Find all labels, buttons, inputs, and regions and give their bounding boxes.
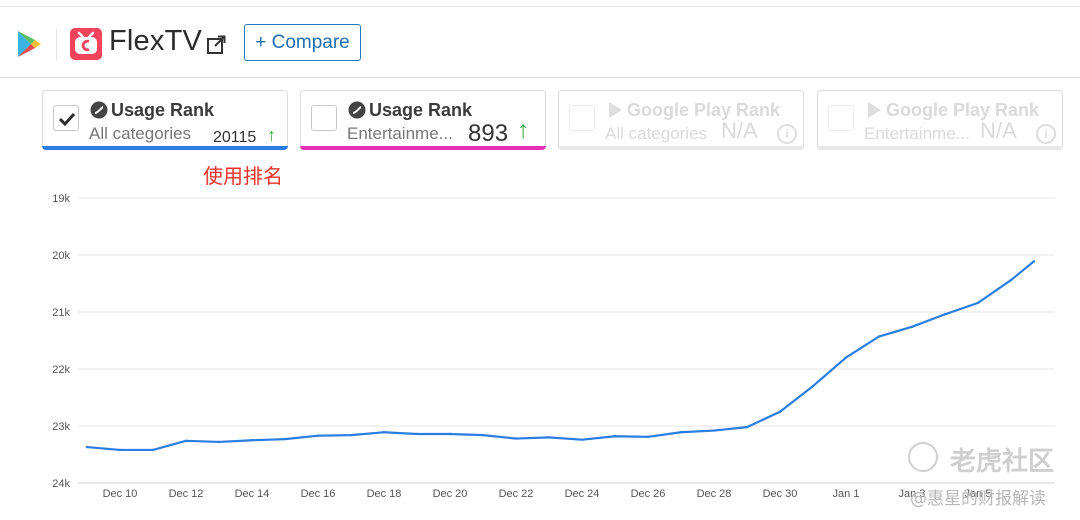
- card-accent-bar: [817, 146, 1063, 150]
- rank-up-arrow-icon: ↑: [517, 116, 530, 144]
- data-point: [217, 440, 221, 444]
- y-tick-label: 20k: [52, 250, 70, 262]
- data-point: [910, 325, 914, 329]
- similarweb-icon: [348, 101, 366, 119]
- flextv-app-icon: [70, 28, 102, 60]
- card-title: Usage Rank: [369, 100, 473, 120]
- data-point: [646, 435, 650, 439]
- data-point: [118, 448, 122, 452]
- data-point: [877, 335, 881, 338]
- header-divider: [56, 29, 57, 61]
- data-point: [514, 437, 518, 440]
- data-point: [547, 436, 551, 439]
- data-point: [382, 431, 386, 434]
- app-header: FlexTV + Compare: [0, 7, 1080, 78]
- card-accent-bar: [300, 146, 546, 150]
- metric-card-usage-rank-all[interactable]: Usage Rank All categories 20115 ↑: [42, 90, 288, 150]
- data-point: [85, 445, 89, 449]
- checkbox[interactable]: [828, 105, 854, 131]
- info-icon[interactable]: i: [1036, 124, 1056, 144]
- x-tick-label: Dec 22: [499, 488, 534, 500]
- data-point: [283, 437, 287, 441]
- x-tick-label: Dec 12: [169, 488, 204, 500]
- card-title: Google Play Rank: [627, 100, 781, 120]
- google-play-icon[interactable]: [16, 30, 42, 58]
- y-tick-label: 23k: [52, 421, 70, 433]
- y-tick-label: 19k: [52, 193, 70, 205]
- card-subtitle: Entertainme...: [347, 124, 453, 143]
- card-title: Google Play Rank: [886, 100, 1040, 120]
- card-accent-bar: [42, 146, 288, 150]
- data-point: [712, 429, 716, 432]
- google-play-icon: [868, 102, 881, 118]
- x-tick-label: Dec 10: [103, 488, 138, 500]
- y-tick-label: 24k: [52, 478, 70, 490]
- data-point: [1009, 278, 1013, 282]
- checkbox[interactable]: [569, 105, 595, 131]
- x-tick-label: Dec 24: [565, 488, 600, 500]
- data-point: [250, 439, 254, 442]
- rank-line-chart: 19k 20k 21k 22k 23k 24k Dec 10 Dec 12 Dec 14 Dec …: [52, 193, 1055, 500]
- checkbox[interactable]: [311, 105, 337, 131]
- data-point: [844, 356, 848, 359]
- data-point: [679, 431, 683, 434]
- annotation-label: 使用排名: [203, 164, 283, 188]
- data-point: [811, 384, 815, 388]
- info-icon[interactable]: i: [777, 124, 797, 144]
- data-point: [778, 410, 782, 413]
- external-link-icon[interactable]: [207, 35, 226, 54]
- x-tick-label: Dec 20: [433, 488, 468, 500]
- watermark-subtext: @惠星的财报解读: [910, 489, 1046, 509]
- x-tick-label: Dec 30: [763, 488, 798, 500]
- metric-card-usage-rank-entertainment[interactable]: Usage Rank Entertainme... 893 ↑: [300, 90, 546, 150]
- data-point: [481, 433, 485, 437]
- data-point: [745, 425, 749, 429]
- card-value: N/A: [980, 118, 1017, 143]
- card-subtitle: Entertainme...: [864, 124, 970, 143]
- x-tick-label: Dec 28: [697, 488, 732, 500]
- card-subtitle: All categories: [605, 124, 708, 143]
- data-point: [580, 438, 584, 441]
- watermark-logo-icon: [908, 442, 938, 472]
- similarweb-icon: [90, 101, 108, 119]
- top-rule: [0, 6, 1080, 7]
- card-value: 20115: [213, 129, 257, 146]
- card-value: N/A: [721, 118, 758, 143]
- data-point: [415, 432, 419, 436]
- checkbox[interactable]: [53, 105, 79, 131]
- card-value: 893: [468, 120, 509, 147]
- watermark-text: 老虎社区: [950, 447, 1055, 477]
- data-point: [151, 448, 155, 452]
- data-point: [184, 439, 188, 443]
- x-tick-label: Dec 26: [631, 488, 666, 500]
- card-title: Usage Rank: [111, 100, 215, 120]
- card-subtitle: All categories: [89, 124, 192, 143]
- data-point: [316, 434, 320, 437]
- data-point: [1032, 260, 1036, 263]
- google-play-icon: [609, 102, 622, 118]
- x-tick-label: Jan 5: [965, 488, 992, 500]
- y-tick-label: 21k: [52, 307, 70, 319]
- x-tick-label: Dec 16: [301, 488, 336, 500]
- metric-card-google-play-rank-all[interactable]: Google Play Rank All categories N/A i: [558, 90, 804, 150]
- data-point: [613, 435, 617, 438]
- data-point: [448, 432, 452, 436]
- x-tick-label: Jan 3: [899, 488, 926, 500]
- y-tick-label: 22k: [52, 364, 70, 376]
- x-tick-label: Jan 1: [833, 488, 860, 500]
- data-point: [976, 301, 980, 305]
- card-accent-bar: [558, 146, 804, 150]
- x-tick-label: Dec 14: [235, 488, 270, 500]
- app-name: FlexTV: [109, 25, 203, 57]
- metric-card-google-play-rank-entertainment[interactable]: Google Play Rank Entertainme... N/A i: [817, 90, 1063, 150]
- series-line: [86, 260, 1035, 452]
- x-tick-label: Dec 18: [367, 488, 402, 500]
- data-point: [943, 313, 947, 316]
- compare-button[interactable]: + Compare: [244, 24, 361, 61]
- rank-up-arrow-icon: ↑: [267, 125, 276, 145]
- data-point: [349, 433, 353, 437]
- checkmark-icon: [58, 112, 76, 127]
